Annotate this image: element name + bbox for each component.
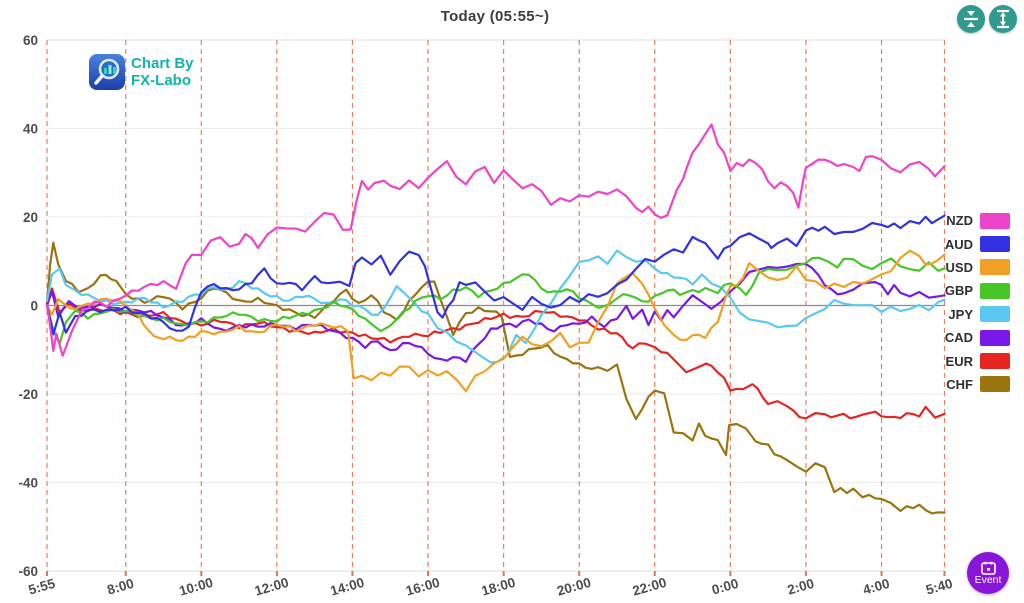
series-line-usd bbox=[45, 249, 946, 393]
chart-title: Today (05:55~) bbox=[440, 8, 550, 25]
legend-item-usd[interactable]: USD bbox=[938, 256, 1010, 279]
compress-vertical-icon bbox=[964, 11, 978, 27]
legend-swatch bbox=[980, 259, 1010, 276]
y-axis-label: -20 bbox=[18, 387, 38, 402]
legend-swatch bbox=[980, 212, 1010, 229]
legend-swatch bbox=[980, 306, 1010, 323]
compress-vertical-button[interactable] bbox=[957, 5, 985, 33]
magnifier-chart-icon bbox=[89, 54, 125, 90]
expand-vertical-button[interactable] bbox=[989, 5, 1017, 33]
fx-labo-watermark: Chart By FX-Labo bbox=[88, 53, 194, 91]
x-axis-label: 18:00 bbox=[480, 575, 517, 599]
legend-item-nzd[interactable]: NZD bbox=[938, 209, 1010, 232]
legend-item-jpy[interactable]: JPY bbox=[938, 303, 1010, 326]
y-axis-label: 60 bbox=[23, 33, 38, 48]
legend-swatch bbox=[980, 376, 1010, 393]
x-axis-label: 10:00 bbox=[177, 575, 214, 599]
x-axis-label: 0:00 bbox=[710, 576, 740, 598]
y-axis-label: 20 bbox=[23, 210, 38, 225]
legend-label: USD bbox=[945, 259, 973, 275]
legend-label: CAD bbox=[944, 330, 973, 346]
x-axis-label: 5:40 bbox=[924, 576, 954, 598]
x-axis-label: 8:00 bbox=[105, 576, 135, 598]
legend-label: NZD bbox=[946, 213, 973, 229]
x-axis-label: 2:00 bbox=[786, 576, 816, 598]
legend-item-aud[interactable]: AUD bbox=[938, 232, 1010, 255]
watermark-text: Chart By FX-Labo bbox=[131, 55, 194, 89]
x-axis-label: 4:00 bbox=[861, 576, 891, 598]
x-axis-label: 5:55 bbox=[27, 576, 58, 598]
legend-swatch bbox=[980, 236, 1010, 253]
y-axis-label: -40 bbox=[18, 476, 38, 491]
legend-label: AUD bbox=[944, 236, 973, 252]
x-axis-label: 12:00 bbox=[253, 575, 290, 599]
legend-item-cad[interactable]: CAD bbox=[938, 326, 1010, 349]
legend-item-eur[interactable]: EUR bbox=[938, 349, 1010, 372]
legend-item-chf[interactable]: CHF bbox=[938, 373, 1010, 396]
x-axis-label: 20:00 bbox=[555, 575, 592, 599]
event-button-label: Event bbox=[974, 573, 1002, 586]
y-axis-label: 0 bbox=[30, 299, 38, 314]
legend-label: GBP bbox=[944, 283, 973, 299]
series-line-aud bbox=[45, 214, 946, 336]
legend-item-gbp[interactable]: GBP bbox=[938, 279, 1010, 302]
series-line-cad bbox=[45, 262, 946, 363]
legend-label: EUR bbox=[945, 353, 973, 369]
series-line-nzd bbox=[45, 123, 946, 357]
y-axis-label: 40 bbox=[23, 122, 38, 137]
y-axis-label: -60 bbox=[18, 564, 38, 579]
legend-swatch bbox=[980, 282, 1010, 299]
x-axis-label: 14:00 bbox=[329, 575, 366, 599]
x-axis-label: 22:00 bbox=[631, 575, 668, 599]
series-line-jpy bbox=[45, 249, 946, 364]
legend-swatch bbox=[980, 329, 1010, 346]
event-button[interactable]: Event bbox=[967, 552, 1009, 594]
legend-swatch bbox=[980, 353, 1010, 370]
calendar-icon bbox=[980, 561, 996, 575]
expand-vertical-icon bbox=[997, 9, 1009, 29]
legend: NZD AUD USD GBP JPY CAD EUR CHF bbox=[938, 209, 1010, 396]
legend-label: CHF bbox=[946, 376, 973, 392]
series-line-chf bbox=[45, 241, 946, 515]
x-axis-label: 16:00 bbox=[404, 575, 441, 599]
legend-label: JPY bbox=[948, 306, 973, 322]
